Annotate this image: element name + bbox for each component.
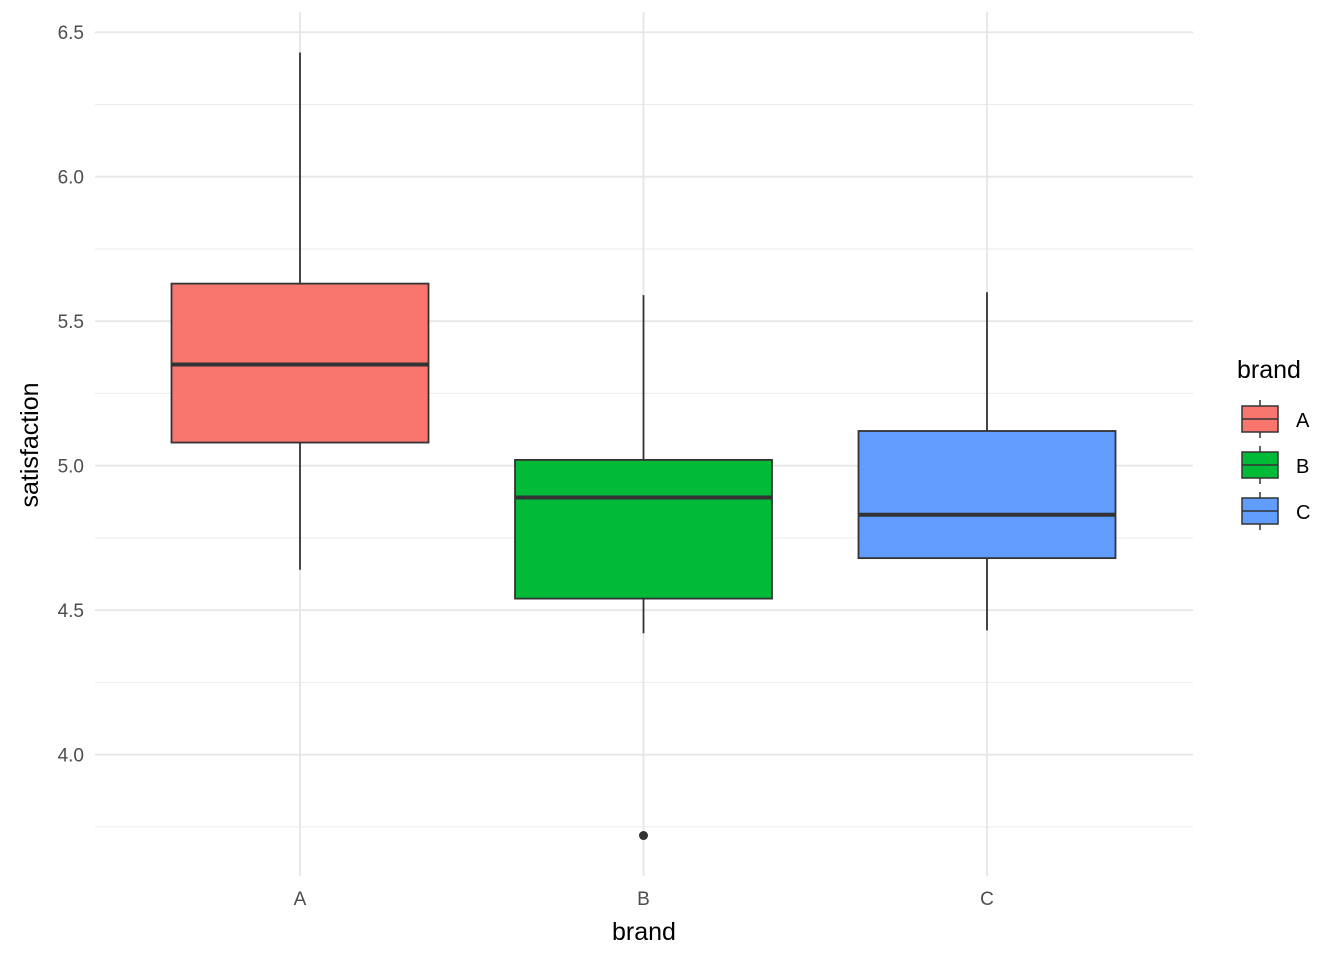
y-tick-label: 5.5: [58, 312, 84, 333]
legend: brand A B C: [1237, 356, 1310, 530]
x-tick-label: B: [637, 889, 650, 910]
x-tick-label: A: [294, 889, 307, 910]
legend-item-B: B: [1241, 446, 1309, 484]
iqr-box: [857, 430, 1117, 560]
x-axis-ticks: A B C: [294, 889, 994, 910]
legend-item-A: A: [1241, 400, 1310, 438]
y-tick-label: 4.0: [58, 746, 84, 767]
y-tick-label: 6.0: [58, 168, 84, 189]
x-tick-label: C: [980, 889, 994, 910]
box-B: [514, 295, 773, 841]
y-tick-label: 4.5: [58, 601, 84, 622]
y-tick-label: 5.0: [58, 457, 84, 478]
y-tick-label: 6.5: [58, 23, 84, 44]
box-A: [170, 52, 430, 570]
legend-label: B: [1296, 456, 1309, 478]
legend-title: brand: [1237, 356, 1301, 384]
x-axis-title: brand: [612, 918, 676, 946]
y-axis-title: satisfaction: [16, 382, 44, 507]
box-C: [857, 292, 1117, 631]
legend-label: C: [1296, 502, 1310, 524]
boxes: [170, 52, 1117, 841]
legend-label: A: [1296, 410, 1310, 432]
iqr-box: [514, 458, 773, 600]
legend-item-C: C: [1241, 492, 1310, 530]
outlier-point: [639, 831, 648, 841]
y-axis-ticks: 4.0 4.5 5.0 5.5 6.0 6.5: [58, 23, 84, 766]
